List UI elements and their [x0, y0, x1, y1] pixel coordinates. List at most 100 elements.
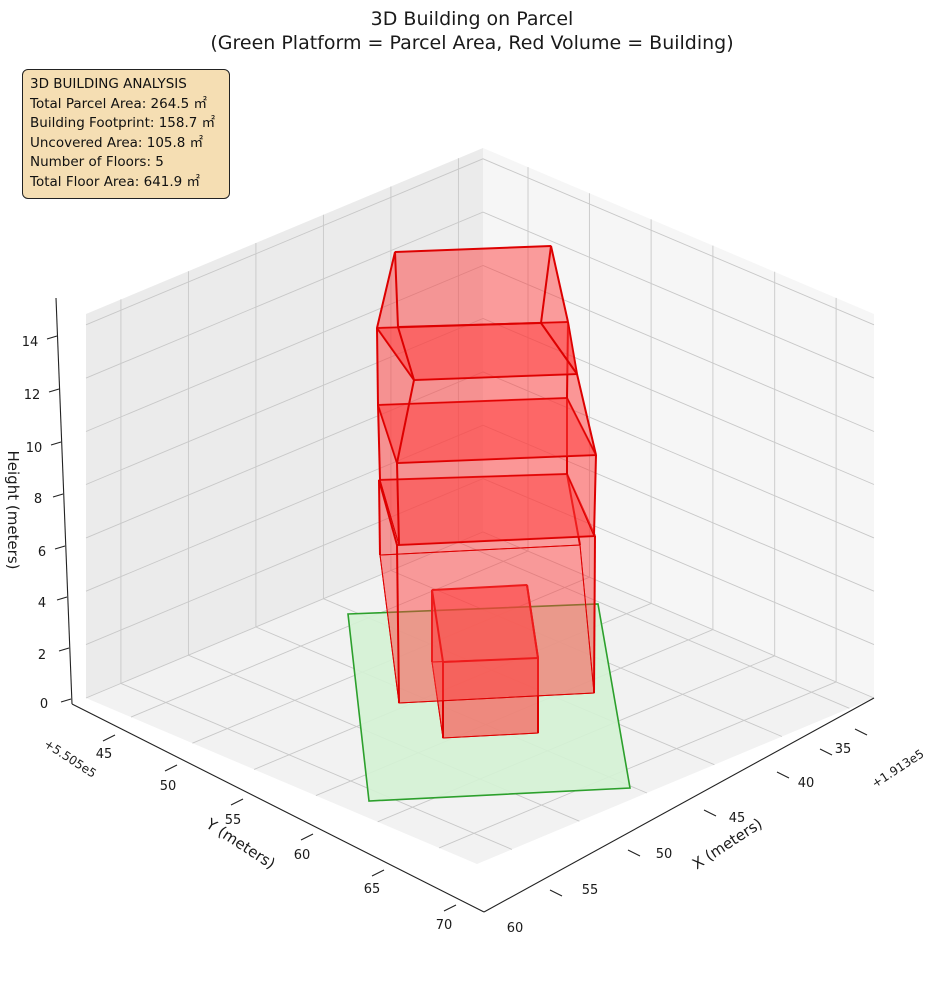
- z-tick-label-6: 12: [24, 388, 41, 403]
- x-tick-mark-0: [854, 728, 868, 736]
- parcel-polygon: [347, 603, 631, 802]
- x-tick-mark-4: [627, 849, 641, 857]
- floor-3: [376, 321, 597, 465]
- parcel-platform: [347, 603, 631, 802]
- axis-lines: [55, 297, 875, 913]
- y-tick-label-5: 70: [436, 918, 453, 933]
- floor-3-edge-4: [376, 327, 379, 406]
- floor-2-edge-4: [377, 404, 381, 481]
- floor-small-block-edge-2: [442, 657, 539, 663]
- y-tick-mark-3: [300, 833, 314, 841]
- z-tick-label-2: 4: [38, 596, 46, 611]
- grid-line-z-1: [85, 478, 875, 646]
- x-tick-label-4: 55: [582, 883, 599, 898]
- chart-title-line-1: 3D Building on Parcel: [371, 8, 574, 30]
- floor-1: [378, 473, 596, 704]
- z-axis-line: [55, 297, 73, 705]
- floor-3-face-5: [377, 397, 597, 464]
- floor-4-edge-5: [550, 245, 569, 323]
- z-tick-mark-0: [60, 698, 72, 703]
- y-tick-label-4: 65: [364, 882, 381, 897]
- floor-1-edge-3: [378, 479, 398, 546]
- x-tick-mark-5: [549, 889, 563, 897]
- y-tick-mark-4: [371, 869, 385, 877]
- y-tick-mark-5: [443, 904, 457, 912]
- y-axis-line: [71, 703, 485, 913]
- y-tick-mark-2: [230, 798, 244, 806]
- z-tick-label-1: 2: [38, 648, 46, 663]
- x-tick-label-0: 35: [835, 742, 852, 757]
- x-tick-label-1: 40: [798, 776, 815, 791]
- analysis-line-parcel-area: Total Parcel Area: 264.5 ㎡: [30, 95, 207, 112]
- floor-small-block-edge-5: [526, 584, 539, 659]
- grid-line-z-4: [85, 318, 875, 485]
- floor-1-edge-7: [396, 544, 400, 704]
- back-right-pane: [483, 148, 874, 698]
- analysis-line-footprint: Building Footprint: 158.7 ㎡: [30, 115, 216, 132]
- y-tick-label-0: 45: [96, 747, 113, 762]
- z-tick-label-7: 14: [22, 335, 39, 350]
- floor-2-face-5: [379, 473, 595, 546]
- z-tick-mark-5: [50, 441, 62, 446]
- z-tick-mark-3: [54, 545, 66, 550]
- floor-small-block-edge-3: [431, 589, 444, 663]
- y-tick-label-1: 50: [160, 779, 177, 794]
- floor-4-edge-6: [540, 322, 578, 375]
- x-tick-mark-1: [819, 748, 833, 756]
- z-tick-mark-6: [48, 388, 60, 393]
- z-tick-label-0: 0: [40, 697, 48, 712]
- x-tick-mark-2: [776, 771, 790, 779]
- floor-small-block: [431, 584, 539, 739]
- x-tick-mark-3: [703, 809, 717, 817]
- y-tick-mark-0: [102, 734, 116, 742]
- axis-panes: [86, 148, 874, 864]
- floor-4-face-4: [394, 245, 552, 328]
- grid-line-z-7: [85, 158, 875, 326]
- floor-2-edge-7: [396, 462, 400, 546]
- z-tick-mark-4: [52, 493, 64, 498]
- analysis-info-box: 3D BUILDING ANALYSIS Total Parcel Area: …: [22, 69, 230, 199]
- z-axis-label: Height (meters): [4, 451, 22, 570]
- x-axis-label: X (meters): [689, 815, 766, 873]
- x-offset-text: +1.913e5: [869, 747, 926, 791]
- analysis-line-floors: Number of Floors: 5: [30, 154, 164, 171]
- floor-small-block-edge-0: [431, 584, 528, 591]
- chart-title-line-2: (Green Platform = Parcel Area, Red Volum…: [210, 32, 733, 54]
- x-axis-line: [483, 697, 875, 913]
- grid-line-z-5: [85, 265, 875, 432]
- grid-line-z-3: [85, 371, 875, 539]
- floor-4-edge-2: [397, 322, 542, 328]
- floor-1-edge-4: [378, 479, 381, 556]
- z-tick-mark-2: [56, 596, 68, 601]
- floor-1-edge-6: [593, 535, 596, 694]
- y-tick-label-3: 60: [294, 848, 311, 863]
- analysis-line-uncovered: Uncovered Area: 105.8 ㎡: [30, 134, 204, 151]
- z-tick-mark-1: [58, 647, 70, 652]
- analysis-line-floor-area: Total Floor Area: 641.9 ㎡: [30, 173, 201, 190]
- x-tick-label-2: 45: [729, 811, 746, 826]
- axis-ticks: 35 40 45 50 55 60 45 50 55 60 65 70 0 2 4 6 8 10 12 14: [22, 335, 868, 936]
- floor-4-edge-1: [540, 245, 552, 324]
- floor-3-edge-7: [396, 379, 415, 464]
- z-tick-label-3: 6: [38, 545, 46, 560]
- grid-line-z-0: [85, 531, 875, 699]
- grid-line-z-2: [85, 424, 875, 592]
- floor-4-edge-4: [376, 251, 396, 329]
- x-tick-label-3: 50: [656, 847, 673, 862]
- y-offset-text: +5.505e5: [41, 737, 98, 781]
- building-volume: [376, 245, 597, 739]
- floor-4-edge-0: [394, 245, 552, 253]
- x-tick-label-5: 60: [507, 921, 524, 936]
- z-tick-label-5: 10: [26, 441, 43, 456]
- floor-3-edge-6: [576, 373, 597, 456]
- z-tick-mark-7: [46, 335, 58, 340]
- back-left-pane: [86, 148, 483, 698]
- z-tick-label-4: 8: [34, 492, 42, 507]
- floor-4: [376, 245, 578, 381]
- floor-4-edge-7: [397, 326, 415, 381]
- y-tick-mark-1: [164, 764, 178, 772]
- analysis-heading: 3D BUILDING ANALYSIS: [30, 76, 187, 92]
- grid-line-z-6: [85, 211, 875, 379]
- floor-4-edge-3: [394, 251, 399, 328]
